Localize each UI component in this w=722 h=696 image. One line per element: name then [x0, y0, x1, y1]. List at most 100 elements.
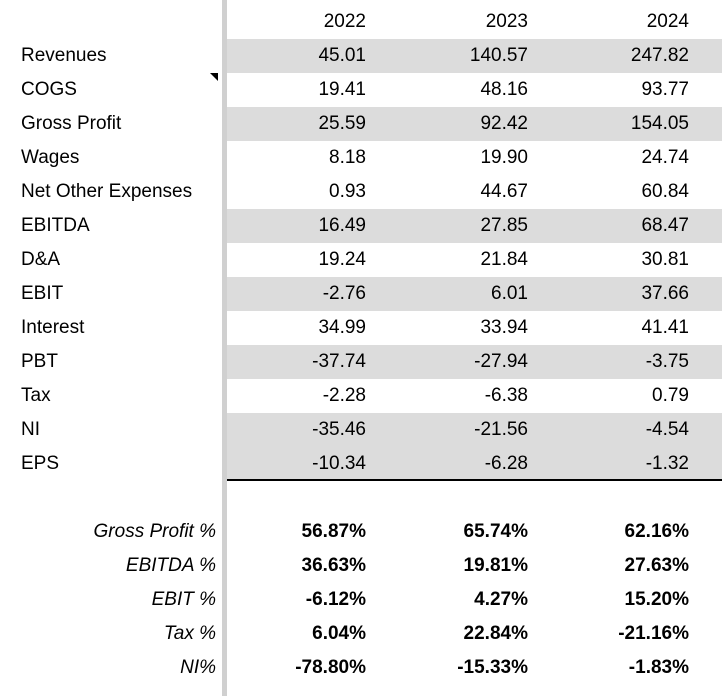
total-underline	[227, 479, 722, 481]
ratio-2023[interactable]: 4.27%	[474, 589, 528, 610]
ratio-label[interactable]: EBIT %	[151, 589, 216, 610]
cell-2022[interactable]: 16.49	[318, 215, 366, 236]
cell-2022[interactable]: -37.74	[312, 351, 366, 372]
row-band	[227, 209, 722, 243]
ratio-2023[interactable]: 19.81%	[463, 555, 528, 576]
row-label[interactable]: EBIT	[21, 283, 64, 304]
cell-2024[interactable]: 154.05	[630, 113, 689, 134]
ratio-2022[interactable]: 56.87%	[301, 521, 366, 542]
row-band	[227, 39, 722, 73]
cell-2022[interactable]: 34.99	[318, 317, 366, 338]
row-label[interactable]: Wages	[21, 147, 80, 168]
row-label[interactable]: NI	[21, 419, 40, 440]
table-row-pbt: PBT -37.74 -27.94 -3.75	[0, 345, 722, 379]
cell-2023[interactable]: 48.16	[480, 79, 528, 100]
row-label[interactable]: Interest	[21, 317, 85, 338]
cell-2022[interactable]: 0.93	[329, 181, 366, 202]
cell-2024[interactable]: 68.47	[641, 215, 689, 236]
cell-2023[interactable]: -6.38	[484, 385, 528, 406]
cell-2024[interactable]: -4.54	[645, 419, 689, 440]
year-header-2024[interactable]: 2024	[646, 11, 689, 32]
table-row-wages: Wages 8.18 19.90 24.74	[0, 141, 722, 175]
cell-2024[interactable]: 247.82	[630, 45, 689, 66]
ratio-2023[interactable]: -15.33%	[457, 657, 528, 678]
row-band	[227, 345, 722, 379]
cell-2024[interactable]: 37.66	[641, 283, 689, 304]
ratio-2022[interactable]: 36.63%	[301, 555, 366, 576]
cell-2023[interactable]: -27.94	[474, 351, 528, 372]
cell-2024[interactable]: 93.77	[641, 79, 689, 100]
row-label[interactable]: Net Other Expenses	[21, 181, 193, 202]
cell-2024[interactable]: 41.41	[641, 317, 689, 338]
cell-2022[interactable]: -2.28	[322, 385, 366, 406]
ratio-label[interactable]: EBITDA %	[125, 555, 216, 576]
table-row-ebitda: EBITDA 16.49 27.85 68.47	[0, 209, 722, 243]
ratio-2023[interactable]: 22.84%	[463, 623, 528, 644]
table-row-cogs: COGS 19.41 48.16 93.77	[0, 73, 722, 107]
cell-2024[interactable]: -1.32	[645, 453, 689, 474]
table-row-net-other-expenses: Net Other Expenses 0.93 44.67 60.84	[0, 175, 722, 209]
cell-2022[interactable]: 19.24	[318, 249, 366, 270]
row-label[interactable]: EPS	[21, 453, 60, 474]
ratio-2023[interactable]: 65.74%	[463, 521, 528, 542]
year-header-2022[interactable]: 2022	[323, 11, 366, 32]
row-band	[227, 447, 722, 481]
cell-2023[interactable]: -21.56	[474, 419, 528, 440]
cell-2023[interactable]: 92.42	[480, 113, 528, 134]
row-label[interactable]: PBT	[21, 351, 58, 372]
row-band	[227, 277, 722, 311]
ratio-row-ebitda-pct: EBITDA % 36.63% 19.81% 27.63%	[0, 549, 722, 583]
cell-2023[interactable]: 44.67	[480, 181, 528, 202]
cell-2022[interactable]: -35.46	[312, 419, 366, 440]
table-row-interest: Interest 34.99 33.94 41.41	[0, 311, 722, 345]
cell-2024[interactable]: 0.79	[652, 385, 689, 406]
ratio-2024[interactable]: -21.16%	[618, 623, 689, 644]
cell-2023[interactable]: 140.57	[469, 45, 528, 66]
cell-comment-marker-icon[interactable]	[210, 73, 218, 81]
ratio-label[interactable]: NI%	[180, 657, 216, 678]
ratio-2022[interactable]: -6.12%	[305, 589, 366, 610]
cell-2024[interactable]: 30.81	[641, 249, 689, 270]
cell-2022[interactable]: -2.76	[322, 283, 366, 304]
year-header-2023[interactable]: 2023	[485, 11, 528, 32]
cell-2022[interactable]: 19.41	[318, 79, 366, 100]
row-label[interactable]: D&A	[21, 249, 61, 270]
cell-2022[interactable]: -10.34	[312, 453, 366, 474]
row-label[interactable]: EBITDA	[21, 215, 90, 236]
row-label[interactable]: COGS	[21, 79, 77, 100]
cell-2023[interactable]: 33.94	[480, 317, 528, 338]
ratio-label[interactable]: Gross Profit %	[93, 521, 216, 542]
ratio-2022[interactable]: 6.04%	[312, 623, 366, 644]
cell-2023[interactable]: -6.28	[484, 453, 528, 474]
row-band	[227, 107, 722, 141]
ratio-2024[interactable]: 15.20%	[624, 589, 689, 610]
ratio-2024[interactable]: -1.83%	[628, 657, 689, 678]
cell-2024[interactable]: 60.84	[641, 181, 689, 202]
cell-2023[interactable]: 27.85	[480, 215, 528, 236]
table-row-da: D&A 19.24 21.84 30.81	[0, 243, 722, 277]
row-label[interactable]: Revenues	[21, 45, 107, 66]
ratio-2024[interactable]: 27.63%	[624, 555, 689, 576]
ratio-row-gross-profit-pct: Gross Profit % 56.87% 65.74% 62.16%	[0, 515, 722, 549]
table-row-ni: NI -35.46 -21.56 -4.54	[0, 413, 722, 447]
row-band	[227, 413, 722, 447]
table-row-revenues: Revenues 45.01 140.57 247.82	[0, 39, 722, 73]
cell-2022[interactable]: 8.18	[329, 147, 366, 168]
cell-2022[interactable]: 45.01	[318, 45, 366, 66]
ratio-row-ni-pct: NI% -78.80% -15.33% -1.83%	[0, 651, 722, 685]
cell-2024[interactable]: 24.74	[641, 147, 689, 168]
cell-2023[interactable]: 19.90	[480, 147, 528, 168]
cell-2023[interactable]: 6.01	[491, 283, 528, 304]
table-row-ebit: EBIT -2.76 6.01 37.66	[0, 277, 722, 311]
row-label[interactable]: Gross Profit	[21, 113, 122, 134]
row-label[interactable]: Tax	[21, 385, 51, 406]
table-row-tax: Tax -2.28 -6.38 0.79	[0, 379, 722, 413]
cell-2024[interactable]: -3.75	[645, 351, 689, 372]
cell-2022[interactable]: 25.59	[318, 113, 366, 134]
cell-2023[interactable]: 21.84	[480, 249, 528, 270]
ratio-row-ebit-pct: EBIT % -6.12% 4.27% 15.20%	[0, 583, 722, 617]
ratio-2024[interactable]: 62.16%	[624, 521, 689, 542]
ratio-row-tax-pct: Tax % 6.04% 22.84% -21.16%	[0, 617, 722, 651]
ratio-label[interactable]: Tax %	[163, 623, 216, 644]
ratio-2022[interactable]: -78.80%	[295, 657, 366, 678]
